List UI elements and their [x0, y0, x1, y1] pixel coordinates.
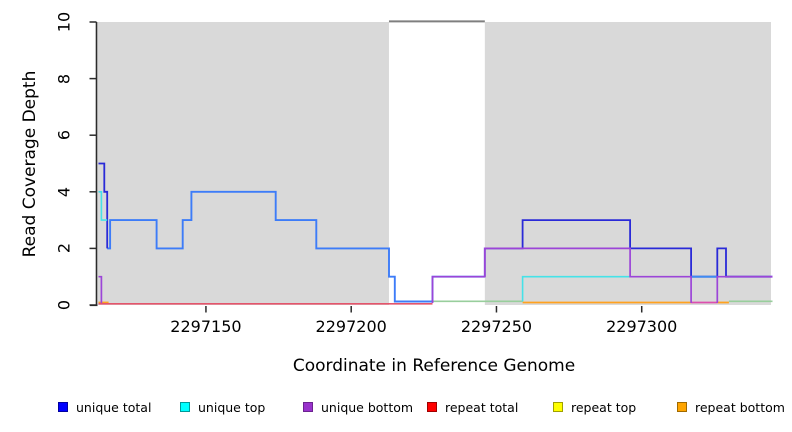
x-tick-label: 2297200: [315, 317, 387, 336]
y-tick-label: 8: [54, 73, 74, 84]
legend-label: unique top: [198, 399, 266, 415]
y-axis-title: Read Coverage Depth: [20, 70, 40, 258]
series-segment-purple-right: [716, 275, 773, 303]
legend-swatch-icon: [58, 402, 68, 412]
masked-region: [388, 21, 485, 305]
legend-label: repeat top: [571, 399, 637, 415]
series-segment-purple-main: [431, 247, 692, 303]
legend-item: repeat total: [427, 399, 519, 415]
y-tick-label: 10: [54, 11, 74, 33]
legend-item: unique top: [180, 399, 266, 415]
y-tick-label: 0: [54, 299, 74, 311]
y-tick-label: 4: [54, 186, 74, 197]
legend-swatch-icon: [553, 402, 563, 412]
series-segment-unique-total-navy-spike: [98, 162, 109, 249]
series-segment-cyan-left: [98, 191, 108, 221]
legend-item: unique bottom: [303, 399, 414, 415]
legend-item: repeat top: [553, 399, 637, 415]
x-axis-title: Coordinate in Reference Genome: [292, 356, 576, 376]
legend-label: unique bottom: [321, 399, 414, 415]
legend-swatch-icon: [303, 402, 313, 412]
legend-swatch-icon: [427, 402, 437, 412]
legend-swatch-icon: [180, 402, 190, 412]
legend-label: repeat total: [445, 399, 519, 415]
y-tick-label: 6: [54, 130, 74, 141]
series-segment-purple-left-drop: [98, 275, 103, 303]
legend-item: unique total: [58, 399, 152, 415]
x-tick-label: 2297250: [460, 317, 533, 336]
legend-label: unique total: [76, 399, 152, 415]
legend-swatch-icon: [677, 402, 687, 412]
legend-item: repeat bottom: [677, 399, 785, 415]
series-segment-cyan-right: [521, 275, 631, 302]
x-tick-label: 2297150: [170, 317, 242, 336]
series-segment-unique-total-top-azure: [107, 190, 485, 303]
x-tick-label: 2297300: [606, 317, 678, 336]
y-tick-label: 2: [54, 243, 74, 254]
legend-label: repeat bottom: [695, 399, 785, 415]
